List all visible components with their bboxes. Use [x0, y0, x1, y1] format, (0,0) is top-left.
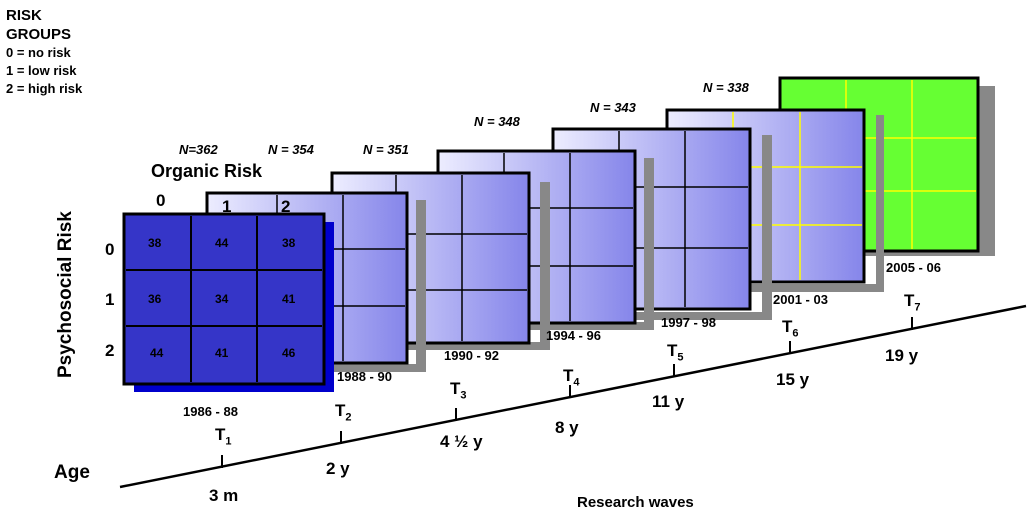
psych-row-2: 2: [105, 341, 115, 360]
age-wave-3: 4 ½ y: [440, 432, 483, 451]
psychosocial-risk-title: Psychosocial Risk: [55, 211, 76, 378]
n-wave-3: N = 351: [363, 142, 409, 157]
legend-title-line2: GROUPS: [6, 26, 72, 43]
n-wave-1: N=362: [179, 142, 218, 157]
t-label-3: T3: [450, 379, 467, 402]
panel-wave-1: [122, 212, 334, 392]
age-wave-4: 8 y: [555, 418, 579, 437]
n-wave-4: N = 348: [474, 114, 520, 129]
organic-col-0: 0: [156, 191, 166, 210]
t-label-2: T2: [335, 401, 352, 424]
organic-col-1: 1: [222, 197, 232, 216]
cell-r1-c2: 41: [282, 292, 296, 306]
cell-r2-c1: 41: [215, 346, 229, 360]
t-label-7: T7: [904, 291, 921, 314]
period-wave-5: 1997 - 98: [661, 315, 716, 330]
age-wave-2: 2 y: [326, 459, 350, 478]
period-wave-4: 1994 - 96: [546, 328, 601, 343]
research-waves-label: Research waves: [577, 494, 694, 511]
period-wave-3: 1990 - 92: [444, 348, 499, 363]
legend-item-low-risk: 1 = low risk: [6, 63, 77, 78]
cell-r0-c2: 38: [282, 236, 296, 250]
timeline-axis: [119, 304, 1027, 489]
period-wave-2: 1988 - 90: [337, 369, 392, 384]
t-label-4: T4: [563, 366, 580, 389]
period-wave-7: 2005 - 06: [886, 260, 941, 275]
organic-risk-title: Organic Risk: [151, 161, 263, 181]
n-wave-5: N = 343: [590, 100, 636, 115]
period-wave-1: 1986 - 88: [183, 404, 238, 419]
t-label-1: T1: [215, 425, 232, 448]
n-wave-6: N = 338: [703, 80, 749, 95]
age-wave-7: 19 y: [885, 346, 919, 365]
cell-r2-c2: 46: [282, 346, 296, 360]
cell-r1-c0: 36: [148, 292, 162, 306]
organic-col-2: 2: [281, 197, 291, 216]
n-wave-2: N = 354: [268, 142, 314, 157]
period-wave-6: 2001 - 03: [773, 292, 828, 307]
t-label-5: T5: [667, 341, 684, 364]
cell-r1-c1: 34: [215, 292, 229, 306]
legend-item-high-risk: 2 = high risk: [6, 81, 83, 96]
cell-r0-c1: 44: [215, 236, 229, 250]
legend-title-line1: RISK: [6, 7, 42, 24]
age-wave-6: 15 y: [776, 370, 810, 389]
risk-groups-legend: RISK GROUPS 0 = no risk 1 = low risk 2 =…: [6, 6, 82, 98]
t-label-6: T6: [782, 317, 799, 340]
age-wave-1: 3 m: [209, 486, 239, 505]
age-axis-label: Age: [54, 462, 90, 483]
cell-r0-c0: 38: [148, 236, 162, 250]
legend-item-no-risk: 0 = no risk: [6, 45, 71, 60]
psych-row-0: 0: [105, 240, 115, 259]
cell-r2-c0: 44: [150, 346, 164, 360]
psych-row-1: 1: [105, 290, 115, 309]
age-wave-5: 11 y: [652, 392, 685, 411]
